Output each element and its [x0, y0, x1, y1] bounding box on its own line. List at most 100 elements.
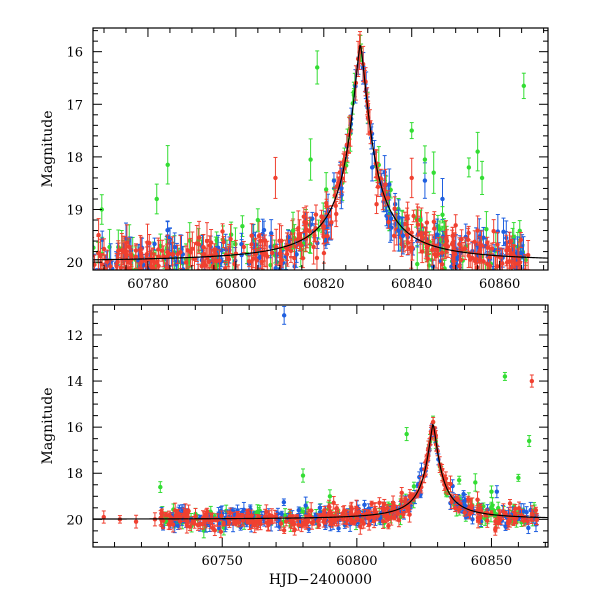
data-point-red — [498, 272, 502, 276]
data-point-red — [505, 260, 509, 264]
data-point-red — [219, 514, 223, 518]
data-point-red — [122, 271, 126, 275]
data-point-blue — [216, 246, 220, 250]
data-point-blue — [458, 271, 462, 275]
y-axis-label: Magnitude — [40, 110, 56, 187]
data-point-red — [134, 248, 138, 252]
data-point-red — [485, 519, 489, 523]
data-point-green — [440, 213, 444, 217]
data-point-red — [208, 278, 212, 282]
x-tick-label: 60820 — [303, 277, 344, 292]
data-point-blue — [125, 272, 129, 276]
data-point-red — [392, 207, 396, 211]
data-point-red — [156, 264, 160, 268]
data-point-blue — [396, 228, 400, 232]
data-point-red — [308, 229, 312, 233]
data-point-red — [136, 270, 140, 274]
data-point-red — [453, 506, 457, 510]
data-point-red — [510, 271, 514, 275]
data-point-green — [229, 232, 233, 236]
data-point-red — [138, 248, 142, 252]
data-point-red — [466, 231, 470, 235]
data-point-red — [249, 234, 253, 238]
data-point-red — [260, 260, 264, 264]
data-point-red — [196, 269, 200, 273]
y-tick-label: 19 — [66, 204, 83, 219]
data-point-red — [220, 229, 224, 233]
data-point-red — [367, 523, 371, 527]
data-point-green — [483, 272, 487, 276]
data-point-blue — [461, 492, 465, 496]
top-plot-area — [89, 32, 548, 305]
data-point-red — [164, 272, 168, 276]
data-point-blue — [286, 235, 290, 239]
data-point-green — [210, 271, 214, 275]
data-point-red — [457, 264, 461, 268]
data-point-blue — [382, 170, 386, 174]
data-point-red — [432, 226, 436, 230]
data-point-red — [485, 246, 489, 250]
data-point-green — [215, 272, 219, 276]
data-point-red — [108, 264, 112, 268]
data-point-red — [376, 185, 380, 189]
data-point-red — [490, 246, 494, 250]
data-point-blue — [498, 271, 502, 275]
data-point-red — [325, 234, 329, 238]
data-point-red — [289, 249, 293, 253]
data-point-blue — [262, 228, 266, 232]
data-point-red — [425, 220, 429, 224]
data-point-red — [278, 251, 282, 255]
data-point-red — [327, 504, 331, 508]
data-point-blue — [336, 526, 340, 530]
data-point-red — [317, 523, 321, 527]
data-point-red — [495, 242, 499, 246]
data-point-red — [285, 252, 289, 256]
data-point-red — [383, 182, 387, 186]
data-point-red — [453, 223, 457, 227]
data-point-blue — [194, 278, 198, 282]
data-point-red — [116, 249, 120, 253]
data-point-blue — [362, 503, 366, 507]
data-point-red — [242, 245, 246, 249]
data-point-red — [392, 234, 396, 238]
data-point-green — [432, 170, 436, 174]
data-point-red — [121, 248, 125, 252]
data-point-red — [509, 271, 513, 275]
data-point-red — [90, 254, 94, 258]
y-tick-label: 18 — [66, 151, 83, 166]
data-point-red — [487, 271, 491, 275]
data-point-red — [311, 245, 315, 249]
x-tick-label: 60800 — [215, 277, 256, 292]
data-point-red — [228, 511, 232, 515]
data-point-blue — [219, 248, 223, 252]
data-point-red — [322, 251, 326, 255]
data-point-blue — [269, 231, 273, 235]
data-point-blue — [187, 286, 191, 290]
data-point-red — [247, 259, 251, 263]
data-point-green — [410, 128, 414, 132]
data-point-red — [419, 223, 423, 227]
data-point-green — [256, 218, 260, 222]
data-point-red — [518, 260, 522, 264]
data-point-blue — [401, 234, 405, 238]
data-point-blue — [95, 280, 99, 284]
data-point-blue — [310, 217, 314, 221]
data-point-blue — [332, 179, 336, 183]
data-point-green — [489, 505, 493, 509]
data-point-red — [466, 253, 470, 257]
data-point-red — [440, 250, 444, 254]
data-point-red — [304, 221, 308, 225]
data-point-blue — [94, 281, 98, 285]
data-point-red — [473, 240, 477, 244]
data-point-green — [480, 176, 484, 180]
data-point-blue — [279, 512, 283, 516]
data-point-green — [155, 197, 159, 201]
x-tick-label: 60780 — [127, 277, 168, 292]
data-point-red — [334, 204, 338, 208]
data-point-green — [324, 187, 328, 191]
data-point-red — [411, 214, 415, 218]
